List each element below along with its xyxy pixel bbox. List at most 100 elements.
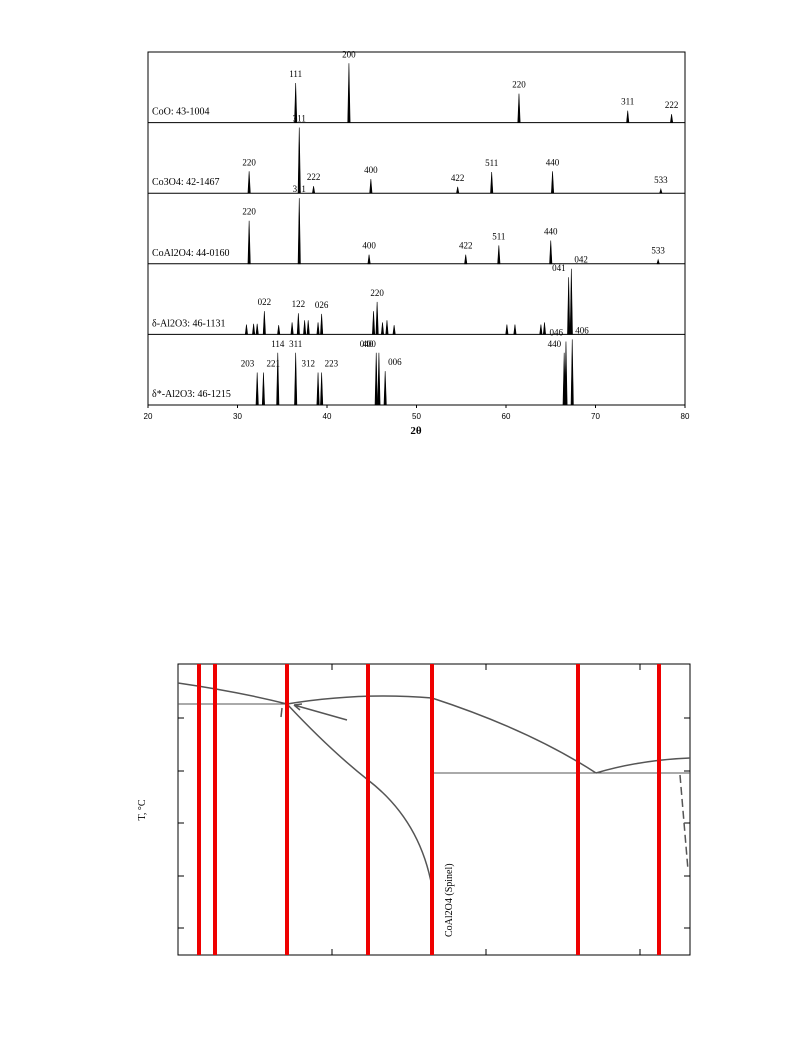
phase-boundary bbox=[286, 703, 433, 888]
series-label: CoO: 43-1004 bbox=[152, 107, 210, 118]
arrow bbox=[293, 703, 348, 721]
peak bbox=[490, 172, 494, 194]
series-label: Co3O4: 42-1467 bbox=[152, 177, 220, 188]
peak bbox=[385, 320, 389, 335]
peak bbox=[369, 179, 373, 194]
peak bbox=[255, 372, 259, 406]
peak bbox=[290, 322, 294, 335]
peak bbox=[567, 277, 571, 335]
peak bbox=[517, 93, 521, 123]
peak-label: 040 bbox=[360, 339, 374, 349]
peak bbox=[261, 372, 265, 406]
peak bbox=[316, 372, 320, 406]
peak-label: 203 bbox=[241, 359, 255, 369]
peak bbox=[569, 268, 573, 335]
peak-label: 511 bbox=[492, 231, 505, 241]
peak-label: 220 bbox=[242, 207, 256, 217]
peak-label: 041 bbox=[552, 263, 566, 273]
x-tick-label: 20 bbox=[144, 412, 153, 421]
peak-label: 022 bbox=[258, 297, 272, 307]
peak bbox=[320, 313, 324, 335]
y-axis-label: T, °C bbox=[137, 799, 148, 820]
phase-boundary bbox=[679, 774, 689, 871]
peak bbox=[303, 320, 307, 335]
phase-diagram bbox=[177, 663, 691, 956]
peak-label: 400 bbox=[362, 241, 376, 251]
peak-label: 220 bbox=[242, 157, 256, 167]
series-label: δ-Al2O3: 46-1131 bbox=[152, 318, 226, 329]
peak bbox=[372, 311, 376, 335]
peak bbox=[564, 341, 568, 406]
peak bbox=[539, 324, 543, 335]
peak bbox=[659, 187, 663, 194]
peak bbox=[377, 352, 381, 406]
peak bbox=[367, 254, 371, 265]
peak-label: 220 bbox=[370, 288, 384, 298]
peak bbox=[380, 322, 385, 335]
peak-label: 200 bbox=[342, 49, 356, 59]
series-label: δ*-Al2O3: 46-1215 bbox=[152, 389, 231, 400]
peak-label: 220 bbox=[512, 80, 526, 90]
peak-label: 222 bbox=[307, 172, 321, 182]
peak bbox=[312, 186, 316, 194]
phase-boundary bbox=[431, 697, 597, 774]
peak-label: 440 bbox=[548, 339, 562, 349]
phase-boundary bbox=[177, 682, 288, 705]
peak-label: 440 bbox=[544, 227, 558, 237]
x-tick-label: 40 bbox=[323, 412, 332, 421]
peak bbox=[294, 352, 298, 406]
peak-label: 406 bbox=[575, 325, 589, 335]
frame-ticks bbox=[178, 664, 690, 955]
peak bbox=[497, 245, 501, 265]
peak bbox=[549, 240, 553, 265]
peak bbox=[306, 320, 310, 335]
peak bbox=[542, 322, 547, 335]
peak bbox=[255, 323, 259, 335]
peak-label: 511 bbox=[485, 158, 498, 168]
annotation: CoAl2O4 (Spinel) bbox=[444, 863, 455, 937]
peak bbox=[247, 171, 251, 194]
peak-label: 311 bbox=[293, 184, 306, 194]
peak bbox=[247, 220, 251, 265]
peak-label: 046 bbox=[549, 327, 563, 337]
peak bbox=[320, 372, 324, 406]
arrow bbox=[280, 707, 283, 718]
peak-label: 222 bbox=[665, 100, 679, 110]
peak-label: 122 bbox=[292, 299, 306, 309]
peak bbox=[670, 114, 674, 123]
peak-label: 312 bbox=[302, 359, 316, 369]
peak-label: 111 bbox=[289, 69, 302, 79]
peak bbox=[347, 63, 351, 123]
series-label: CoAl2O4: 44-0160 bbox=[152, 248, 230, 259]
peak-label: 400 bbox=[364, 165, 378, 175]
peak bbox=[316, 322, 320, 335]
peak bbox=[456, 186, 460, 194]
x-axis-label: 2θ bbox=[410, 425, 422, 437]
x-tick-label: 50 bbox=[412, 412, 421, 421]
peak-label: 221 bbox=[266, 359, 280, 369]
peak-label: 006 bbox=[388, 357, 402, 367]
peak-label: 533 bbox=[654, 175, 668, 185]
peak bbox=[262, 311, 266, 335]
peak-label: 311 bbox=[621, 97, 634, 107]
peak-label: 422 bbox=[451, 173, 465, 183]
peak bbox=[375, 301, 379, 335]
peak-label: 533 bbox=[651, 246, 665, 256]
peak bbox=[277, 325, 281, 335]
phase-boundary bbox=[595, 757, 691, 774]
peak-label: 440 bbox=[546, 157, 560, 167]
peak bbox=[570, 339, 574, 406]
peak bbox=[551, 171, 555, 194]
peak-label: 114 bbox=[271, 339, 285, 349]
peak-label: 422 bbox=[459, 241, 473, 251]
peak bbox=[464, 254, 468, 265]
peak bbox=[276, 352, 280, 406]
peak bbox=[374, 352, 378, 406]
composition-lines bbox=[197, 664, 661, 955]
peak bbox=[626, 110, 630, 123]
peak-label: 042 bbox=[574, 255, 588, 265]
peak-label: 026 bbox=[315, 300, 329, 310]
